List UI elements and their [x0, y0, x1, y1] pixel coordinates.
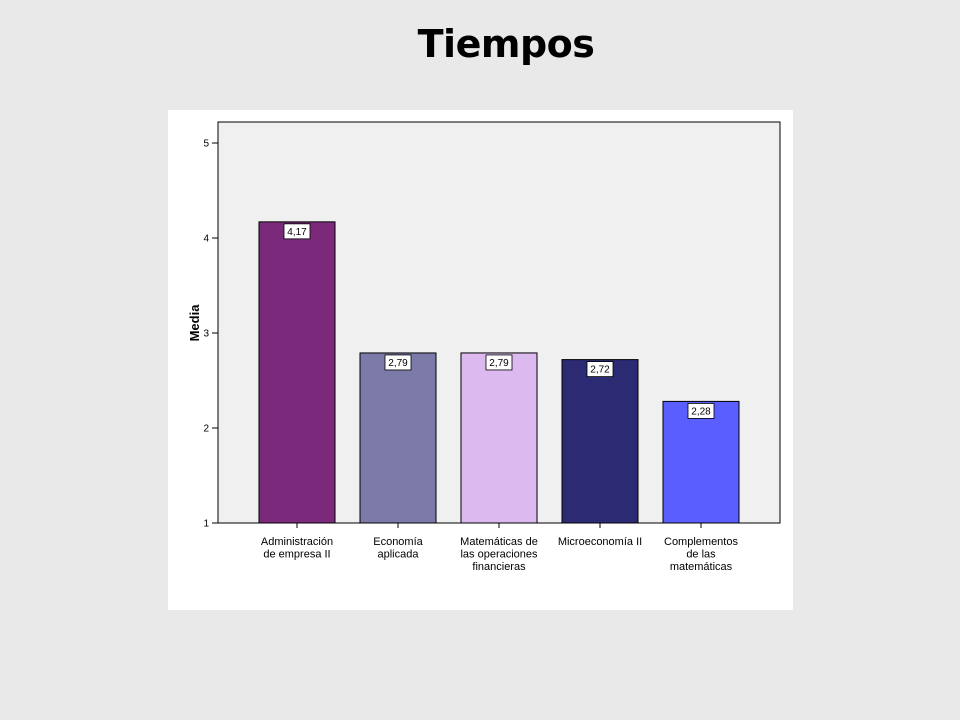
- x-tick-label: Economía aplicada: [373, 536, 423, 561]
- bar: [258, 221, 336, 524]
- x-tick-label: Matemáticas de las operaciones financieras: [460, 536, 538, 573]
- bars: 4,17 2,79 2,79 2,72 2,28: [258, 221, 740, 524]
- data-label: 4,17: [287, 227, 307, 238]
- bar: [662, 400, 740, 524]
- x-axis: Administración de empresa II Economía aplic…: [261, 523, 738, 573]
- data-label-box: [384, 354, 412, 371]
- data-label-box: [586, 361, 614, 378]
- y-tick-label: 3: [203, 329, 209, 340]
- y-tick-label: 4: [203, 234, 209, 245]
- data-label-box: [687, 402, 715, 419]
- slide-title: Tiempos: [417, 22, 595, 66]
- x-tick-label: Microeconomía II: [558, 536, 642, 548]
- bar-chart: 1 2 3 4 5 Media 4,17 2,79 2,79 2,72 2,28 Adminis…: [187, 121, 781, 573]
- bar: [561, 359, 639, 524]
- y-tick-label: 1: [203, 519, 209, 530]
- data-label-box: [485, 354, 513, 371]
- data-label: 2,79: [489, 358, 509, 369]
- data-label: 2,72: [590, 365, 610, 376]
- bar: [359, 352, 437, 524]
- chart-panel: 1 2 3 4 5 Media 4,17 2,79 2,79 2,72 2,28 Adminis…: [168, 110, 793, 610]
- y-tick-label: 2: [203, 424, 209, 435]
- y-tick-label: 5: [203, 139, 209, 150]
- x-tick-label: Complementos de las matemáticas: [664, 536, 738, 573]
- data-label: 2,79: [388, 358, 408, 369]
- x-tick-label: Administración de empresa II: [261, 536, 333, 561]
- bar: [460, 352, 538, 524]
- y-axis-label: Media: [187, 304, 202, 342]
- data-label: 2,28: [691, 406, 711, 417]
- y-axis: 1 2 3 4 5: [203, 139, 218, 530]
- data-label-box: [283, 223, 311, 240]
